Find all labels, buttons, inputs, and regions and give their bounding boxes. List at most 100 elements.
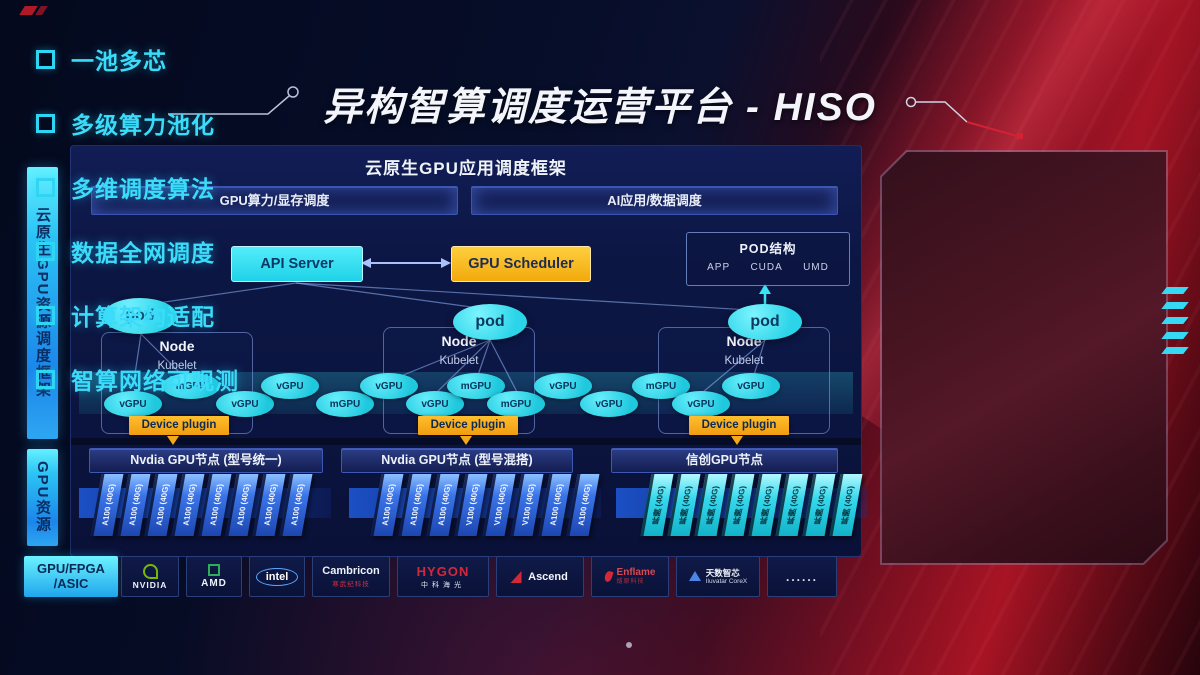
gpu-card-label: 昇腾 (40G) <box>785 485 802 525</box>
vendor-tile-iluvatar: 天数智芯 Iluvatar CoreX <box>676 556 760 597</box>
gpu-card-label: A100 (40G) <box>289 484 306 526</box>
pod-struct-item: UMD <box>803 262 829 273</box>
gpu-card-label: A100 (40G) <box>262 484 279 526</box>
vendor-tile-more: ...... <box>767 556 837 597</box>
down-arrow-icon <box>167 436 179 445</box>
gpu-chip: vGPU <box>722 373 780 399</box>
feature-item: 智算网络可观测 <box>36 360 239 398</box>
gpu-card-label: V100 (40G) <box>520 484 537 526</box>
intel-logo-icon: intel <box>255 567 299 586</box>
hazard-stripes-decoration <box>1161 287 1189 362</box>
feature-text: 多维调度算法 <box>71 176 215 202</box>
amd-logo-icon <box>208 564 220 576</box>
pod-struct-item: APP <box>707 262 731 273</box>
gpu-scheduler-box: GPU Scheduler <box>451 246 591 282</box>
vendor-subtitle: Iluvatar CoreX <box>705 577 748 585</box>
feature-panel-background <box>882 152 1166 563</box>
square-bullet-icon <box>36 177 55 197</box>
hardware-label-line2: /ASIC <box>53 575 89 591</box>
device-plugin-2: Device plugin <box>418 416 518 435</box>
gpu-chip: vGPU <box>360 373 418 399</box>
feature-item: 数据全网调度 <box>36 232 239 270</box>
gpu-card-label: A100 (40G) <box>181 484 198 526</box>
api-server-box: API Server <box>231 246 363 282</box>
gpu-card-label: 昇腾 (40G) <box>650 485 667 525</box>
down-arrow-icon <box>460 436 472 445</box>
gpu-card-label: A100 (40G) <box>235 484 252 526</box>
feature-item: 计算架构适配 <box>36 296 239 334</box>
gpu-card-label: A100 (40G) <box>100 484 117 526</box>
vendor-subtitle: 燧原科技 <box>616 578 645 585</box>
gpu-card-label: A100 (40G) <box>576 484 593 526</box>
pod-structure-items: APP CUDA UMD <box>687 262 849 273</box>
gpu-card-label: 昇腾 (40G) <box>704 485 721 525</box>
iluvatar-logo-icon <box>688 571 701 582</box>
gpu-card-label: 昇腾 (40G) <box>677 485 694 525</box>
vendor-subtitle: 寒武纪科技 <box>332 581 370 588</box>
square-bullet-icon <box>36 369 55 389</box>
nvidia-logo-icon <box>142 563 158 579</box>
feature-text: 数据全网调度 <box>71 240 215 266</box>
pod-ellipse-2: pod <box>453 304 527 340</box>
gpu-card-label: A100 (40G) <box>380 484 397 526</box>
ascend-logo-icon <box>510 570 525 583</box>
vendor-name: Enflame <box>616 566 656 578</box>
vendor-name: 天数智芯 <box>705 567 740 578</box>
vendor-tile-intel: intel <box>249 556 305 597</box>
gpu-card-label: A100 (40G) <box>127 484 144 526</box>
feature-panel <box>880 150 1168 565</box>
sidebar-resource-label: GPU资源 <box>27 449 58 546</box>
gpu-chip: mGPU <box>316 391 374 417</box>
feature-text: 智算网络可观测 <box>71 368 239 394</box>
sidebar-resource-text: GPU资源 <box>34 461 51 534</box>
gpu-chip: vGPU <box>406 391 464 417</box>
square-bullet-icon <box>36 241 55 261</box>
gpu-chip: vGPU <box>534 373 592 399</box>
device-plugin-1: Device plugin <box>129 416 229 435</box>
gpu-chip: mGPU <box>487 391 545 417</box>
feature-item: 多级算力池化 <box>36 104 239 142</box>
vendor-name: NVIDIA <box>132 579 168 590</box>
gpu-chip: mGPU <box>162 373 220 399</box>
kubelet-label: Kubelet <box>724 355 764 367</box>
bottom-dot-decoration <box>626 642 632 648</box>
hardware-label-line1: GPU/FPGA <box>37 560 105 576</box>
vendor-name: AMD <box>201 578 227 589</box>
gpu-node-header-2: Nvdia GPU节点 (型号混搭) <box>341 448 573 473</box>
gpu-card-label: 昇腾 (40G) <box>758 485 775 525</box>
vendor-tile-ascend: Ascend <box>496 556 584 597</box>
gpu-card-label: A100 (40G) <box>436 484 453 526</box>
square-bullet-icon <box>36 49 55 69</box>
vendor-name: Cambricon <box>322 565 380 577</box>
node-label: Node <box>441 333 477 349</box>
gpu-chip: vGPU <box>216 391 274 417</box>
feature-text: 多级算力池化 <box>71 112 215 138</box>
feature-item: 一池多芯 <box>36 40 239 78</box>
gpu-card-label: V100 (40G) <box>464 484 481 526</box>
gpu-card-label: 昇腾 (40G) <box>839 485 856 525</box>
gpu-node-header-1: Nvdia GPU节点 (型号统一) <box>89 448 323 473</box>
vendor-tile-enflame: Enflame 燧原科技 <box>591 556 669 597</box>
gpu-chip: vGPU <box>261 373 319 399</box>
kubelet-label: Kubelet <box>157 360 197 372</box>
vendor-tile-hygon: HYGON 中科海光 <box>397 556 489 597</box>
feature-text: 一池多芯 <box>71 48 167 74</box>
enflame-logo-icon <box>603 570 614 583</box>
gpu-card-label: A100 (40G) <box>408 484 425 526</box>
square-bullet-icon <box>36 113 55 133</box>
gpu-card-label: A100 (40G) <box>154 484 171 526</box>
gpu-compute-scheduling-bar: GPU算力/显存调度 <box>91 186 458 215</box>
hardware-type-label: GPU/FPGA /ASIC <box>24 556 118 597</box>
ai-data-scheduling-bar: AI应用/数据调度 <box>471 186 838 215</box>
feature-text: 计算架构适配 <box>71 304 215 330</box>
architecture-panel: 云原生GPU应用调度框架 GPU算力/显存调度 AI应用/数据调度 Node K… <box>70 145 868 557</box>
gpu-card-label: A100 (40G) <box>208 484 225 526</box>
gpu-node-header-3: 信创GPU节点 <box>611 448 838 473</box>
vendor-logo-row: NVIDIA AMD intel Cambricon 寒武纪科技 HYGON 中… <box>121 556 866 597</box>
down-arrow-icon <box>731 436 743 445</box>
vendor-tile-amd: AMD <box>186 556 242 597</box>
framework-title: 云原生GPU应用调度框架 <box>365 159 567 178</box>
page-title: 异构智算调度运营平台 - HISO <box>322 86 877 129</box>
pod-struct-item: CUDA <box>750 262 783 273</box>
